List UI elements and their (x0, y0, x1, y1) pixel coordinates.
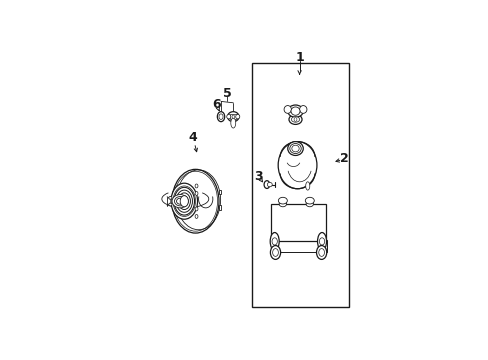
Ellipse shape (288, 114, 302, 125)
Bar (251, 63, 348, 307)
Ellipse shape (289, 144, 301, 153)
Circle shape (232, 115, 234, 118)
Ellipse shape (264, 181, 269, 188)
Ellipse shape (279, 201, 286, 207)
Circle shape (195, 215, 198, 219)
Text: 2: 2 (340, 152, 348, 165)
Circle shape (271, 238, 277, 245)
Ellipse shape (230, 118, 235, 128)
Text: 5: 5 (223, 87, 231, 100)
Ellipse shape (180, 196, 188, 207)
Ellipse shape (227, 112, 239, 122)
Circle shape (195, 192, 198, 195)
Ellipse shape (168, 203, 172, 206)
Ellipse shape (287, 105, 303, 117)
Bar (218, 205, 221, 210)
Ellipse shape (172, 194, 188, 208)
Bar (270, 240, 326, 252)
Ellipse shape (316, 246, 326, 260)
Ellipse shape (305, 201, 313, 207)
Bar (229, 114, 237, 120)
Text: 6: 6 (212, 98, 221, 111)
Ellipse shape (172, 169, 219, 233)
Ellipse shape (291, 117, 299, 122)
Circle shape (195, 207, 198, 211)
Ellipse shape (176, 190, 192, 212)
Bar (218, 190, 221, 194)
Ellipse shape (291, 145, 299, 152)
Ellipse shape (305, 197, 314, 204)
Ellipse shape (287, 141, 303, 156)
Ellipse shape (305, 182, 309, 190)
Ellipse shape (270, 246, 280, 260)
Text: 4: 4 (188, 131, 197, 144)
Ellipse shape (178, 193, 190, 210)
Text: 3: 3 (254, 170, 262, 183)
Circle shape (195, 184, 198, 188)
Circle shape (319, 238, 324, 245)
Ellipse shape (290, 107, 299, 115)
Ellipse shape (270, 233, 279, 250)
Circle shape (293, 117, 296, 121)
Ellipse shape (174, 197, 185, 206)
Circle shape (217, 112, 224, 122)
Circle shape (318, 249, 324, 256)
Ellipse shape (171, 183, 197, 219)
Ellipse shape (173, 186, 195, 216)
Circle shape (272, 249, 278, 256)
Ellipse shape (226, 114, 230, 119)
Circle shape (219, 114, 223, 120)
Ellipse shape (235, 114, 239, 119)
Ellipse shape (317, 233, 326, 250)
Ellipse shape (267, 183, 272, 187)
Ellipse shape (174, 187, 194, 215)
Text: 1: 1 (295, 50, 304, 64)
Ellipse shape (278, 197, 287, 204)
PathPatch shape (270, 204, 325, 242)
Ellipse shape (176, 198, 183, 204)
Ellipse shape (284, 105, 291, 113)
Ellipse shape (299, 105, 306, 113)
Ellipse shape (168, 197, 172, 199)
Ellipse shape (278, 141, 316, 189)
